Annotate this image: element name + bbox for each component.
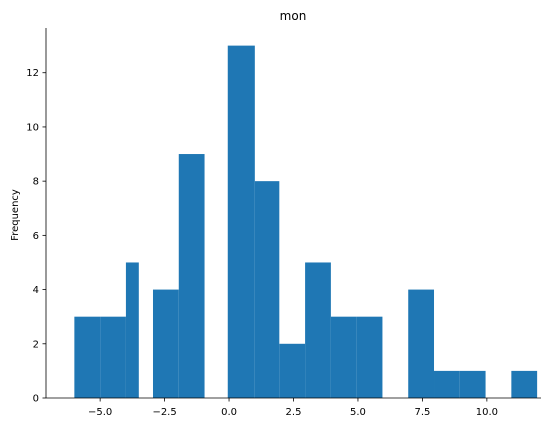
histogram-bar — [511, 370, 538, 398]
histogram-bar — [279, 343, 306, 398]
x-axis: −5.0 −2.5 0.0 2.5 5.0 7.5 10.0 — [46, 397, 541, 418]
histogram-bar — [305, 262, 331, 398]
histogram-bar — [434, 370, 460, 398]
y-tick-label: 6 — [33, 231, 39, 242]
x-tick-label: 7.5 — [414, 407, 430, 418]
histogram-bar — [178, 154, 205, 398]
y-tick-label: 0 — [33, 394, 39, 405]
histogram-bar — [152, 289, 179, 398]
x-tick-label: −5.0 — [88, 407, 112, 418]
y-tick-label: 8 — [33, 177, 39, 188]
histogram-bar — [74, 316, 101, 398]
y-axis: 0 2 4 6 8 10 12 — [26, 28, 47, 405]
histogram-bar — [125, 262, 139, 398]
histogram-bar — [100, 316, 126, 398]
y-tick-label: 12 — [26, 68, 39, 79]
histogram-bar — [459, 370, 486, 398]
y-tick-label: 10 — [26, 122, 39, 133]
x-tick-label: −2.5 — [152, 407, 176, 418]
x-tick-label: 10.0 — [476, 407, 498, 418]
histogram-bar — [408, 289, 435, 398]
chart-title: mon — [280, 9, 307, 23]
histogram-bar — [254, 181, 280, 398]
histogram-bar — [356, 316, 383, 398]
histogram-bar — [330, 316, 357, 398]
x-tick-label: 2.5 — [286, 407, 302, 418]
bars-group — [74, 45, 538, 399]
y-tick-label: 2 — [33, 339, 39, 350]
histogram-bar — [227, 45, 255, 399]
x-tick-label: 5.0 — [350, 407, 366, 418]
y-axis-title: Frequency — [10, 189, 21, 241]
y-tick-label: 4 — [33, 285, 39, 296]
x-tick-label: 0.0 — [221, 407, 237, 418]
